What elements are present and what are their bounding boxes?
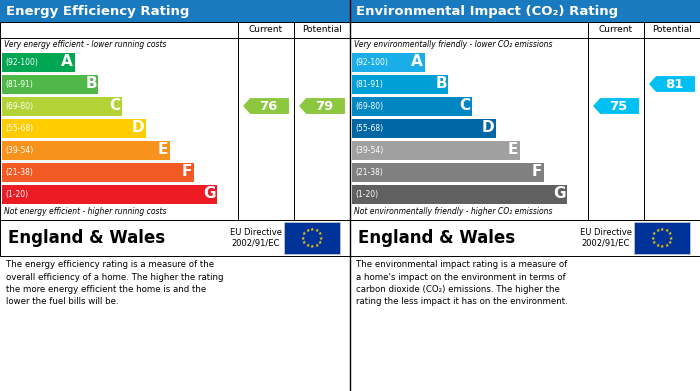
Bar — [351, 118, 496, 138]
Bar — [0, 220, 350, 256]
Text: G: G — [204, 187, 216, 201]
Text: ★: ★ — [318, 231, 322, 236]
Text: C: C — [460, 99, 471, 113]
Text: (69-80): (69-80) — [5, 102, 33, 111]
Bar — [351, 185, 568, 203]
Text: (55-68): (55-68) — [355, 124, 383, 133]
Bar — [1, 52, 75, 72]
Text: ★: ★ — [664, 243, 668, 248]
Text: Potential: Potential — [652, 25, 692, 34]
Text: ★: ★ — [651, 235, 655, 240]
Text: ★: ★ — [302, 231, 307, 236]
Text: ★: ★ — [318, 240, 322, 245]
Polygon shape — [299, 98, 345, 114]
Text: ★: ★ — [314, 228, 318, 233]
Text: D: D — [482, 120, 495, 136]
Text: The energy efficiency rating is a measure of the
overall efficiency of a home. T: The energy efficiency rating is a measur… — [6, 260, 223, 307]
Text: The environmental impact rating is a measure of
a home's impact on the environme: The environmental impact rating is a mea… — [356, 260, 568, 307]
Text: 76: 76 — [259, 99, 277, 113]
Text: E: E — [158, 142, 169, 158]
Bar — [1, 185, 218, 203]
Bar — [351, 163, 544, 181]
Text: Not environmentally friendly - higher CO₂ emissions: Not environmentally friendly - higher CO… — [354, 208, 552, 217]
Bar — [1, 97, 122, 115]
Text: F: F — [532, 165, 542, 179]
Text: ★: ★ — [668, 240, 672, 245]
Text: (92-100): (92-100) — [5, 57, 38, 66]
Text: (39-54): (39-54) — [5, 145, 34, 154]
Text: E: E — [508, 142, 519, 158]
Bar — [350, 220, 700, 256]
Text: (21-38): (21-38) — [5, 167, 33, 176]
FancyBboxPatch shape — [350, 0, 700, 22]
Text: Current: Current — [599, 25, 633, 34]
Bar — [351, 140, 520, 160]
Text: (81-91): (81-91) — [5, 79, 33, 88]
Text: ★: ★ — [310, 226, 314, 231]
Text: (39-54): (39-54) — [355, 145, 384, 154]
Text: Not energy efficient - higher running costs: Not energy efficient - higher running co… — [4, 208, 167, 217]
Text: (1-20): (1-20) — [5, 190, 28, 199]
Text: ★: ★ — [302, 240, 307, 245]
Text: EU Directive
2002/91/EC: EU Directive 2002/91/EC — [580, 228, 632, 248]
Text: ★: ★ — [660, 226, 664, 231]
Bar — [350, 22, 700, 220]
FancyBboxPatch shape — [0, 0, 350, 22]
Text: ★: ★ — [664, 228, 668, 233]
Text: Current: Current — [249, 25, 283, 34]
Bar — [1, 163, 194, 181]
Bar — [1, 118, 146, 138]
Text: (92-100): (92-100) — [355, 57, 388, 66]
Polygon shape — [243, 98, 289, 114]
Text: Very environmentally friendly - lower CO₂ emissions: Very environmentally friendly - lower CO… — [354, 40, 552, 49]
Text: ★: ★ — [655, 228, 659, 233]
Text: Very energy efficient - lower running costs: Very energy efficient - lower running co… — [4, 40, 167, 49]
Text: ★: ★ — [668, 235, 673, 240]
Text: 75: 75 — [609, 99, 627, 113]
Text: 81: 81 — [665, 77, 683, 90]
Text: (81-91): (81-91) — [355, 79, 383, 88]
Text: Environmental Impact (CO₂) Rating: Environmental Impact (CO₂) Rating — [356, 5, 618, 18]
Text: 79: 79 — [315, 99, 333, 113]
Text: B: B — [85, 77, 97, 91]
Text: B: B — [435, 77, 447, 91]
Text: Potential: Potential — [302, 25, 342, 34]
Text: A: A — [412, 54, 424, 70]
Text: ★: ★ — [652, 240, 657, 245]
Text: ★: ★ — [652, 231, 657, 236]
Text: ★: ★ — [301, 235, 305, 240]
Text: England & Wales: England & Wales — [358, 229, 515, 247]
Text: ★: ★ — [310, 244, 314, 249]
Bar — [284, 222, 340, 254]
Text: (55-68): (55-68) — [5, 124, 33, 133]
Bar — [0, 22, 350, 220]
Bar — [634, 222, 690, 254]
Polygon shape — [649, 76, 695, 92]
Bar — [351, 52, 425, 72]
Text: F: F — [182, 165, 192, 179]
Text: ★: ★ — [660, 244, 664, 249]
Text: ★: ★ — [668, 231, 672, 236]
Text: D: D — [132, 120, 145, 136]
Text: ★: ★ — [305, 228, 309, 233]
Text: ★: ★ — [305, 243, 309, 248]
Text: ★: ★ — [318, 235, 323, 240]
Text: England & Wales: England & Wales — [8, 229, 165, 247]
Bar — [351, 75, 449, 93]
Bar — [351, 97, 472, 115]
Bar — [1, 75, 99, 93]
Text: ★: ★ — [655, 243, 659, 248]
Bar — [1, 140, 170, 160]
Text: C: C — [110, 99, 121, 113]
Text: (69-80): (69-80) — [355, 102, 383, 111]
Text: EU Directive
2002/91/EC: EU Directive 2002/91/EC — [230, 228, 282, 248]
Text: G: G — [554, 187, 566, 201]
Text: A: A — [62, 54, 74, 70]
Polygon shape — [593, 98, 639, 114]
Text: (21-38): (21-38) — [355, 167, 383, 176]
Text: Energy Efficiency Rating: Energy Efficiency Rating — [6, 5, 190, 18]
Text: ★: ★ — [314, 243, 318, 248]
Text: (1-20): (1-20) — [355, 190, 378, 199]
